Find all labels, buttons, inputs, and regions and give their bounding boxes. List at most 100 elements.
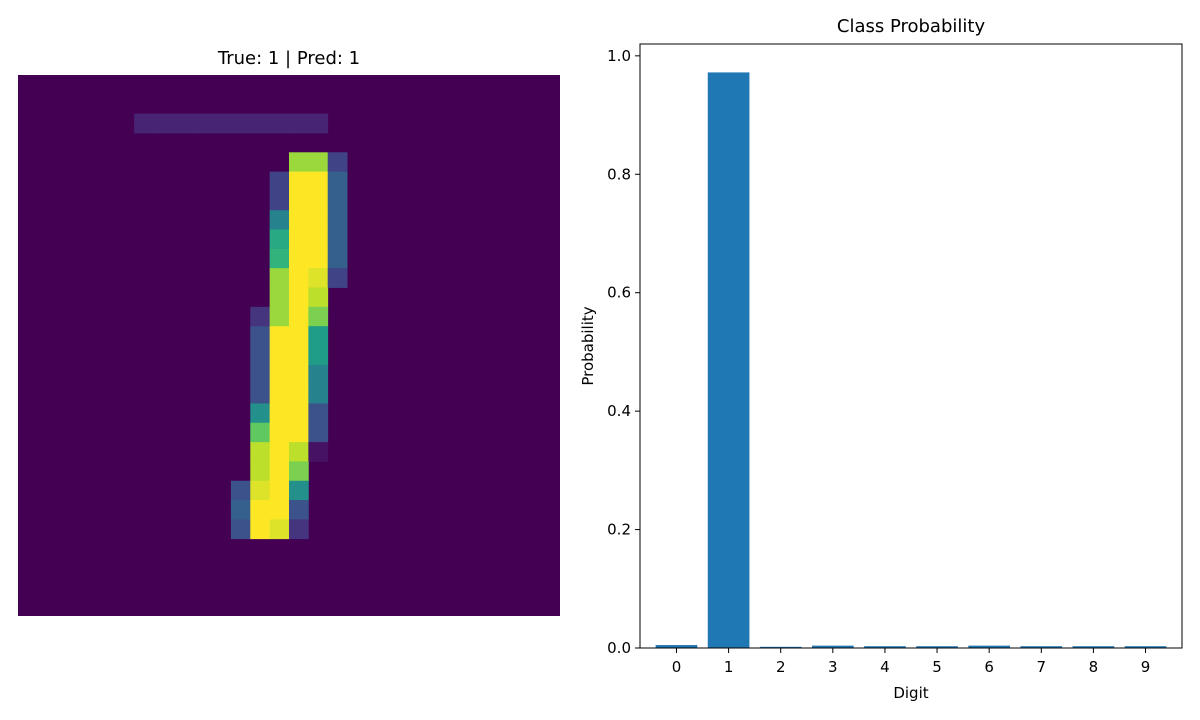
- image-pixel: [289, 461, 309, 482]
- image-pixel: [289, 190, 309, 211]
- image-pixel: [269, 268, 290, 288]
- image-pixel: [250, 500, 271, 520]
- y-tick-label: 0.6: [607, 284, 631, 302]
- image-pixel: [172, 113, 193, 134]
- image-pixel: [269, 287, 290, 308]
- image-pixel: [289, 171, 309, 192]
- image-pixel: [289, 480, 309, 501]
- bar-digit-8: [1072, 646, 1115, 648]
- image-pixel: [289, 229, 309, 250]
- image-pixel: [134, 113, 154, 134]
- image-pixel: [250, 461, 271, 482]
- image-pixel: [269, 190, 290, 211]
- image-pixel: [289, 113, 309, 134]
- y-tick-label: 0.2: [607, 521, 631, 539]
- image-pixel: [308, 326, 329, 346]
- image-pixel: [269, 442, 290, 462]
- image-pixel: [230, 113, 251, 134]
- image-pixel: [269, 210, 290, 230]
- image-pixel: [308, 152, 329, 173]
- image-pixel: [308, 229, 329, 250]
- image-pixel: [250, 364, 271, 385]
- image-pixel: [250, 519, 271, 540]
- image-pixel: [269, 326, 290, 346]
- image-pixel: [289, 306, 309, 327]
- image-pixel: [308, 384, 329, 404]
- image-pixel: [289, 500, 309, 520]
- image-pixel: [289, 384, 309, 404]
- image-pixel: [308, 306, 329, 327]
- image-pixel: [269, 422, 290, 443]
- y-tick-label: 1.0: [607, 47, 631, 65]
- x-tick-label: 5: [932, 658, 942, 676]
- bar-digit-1: [707, 72, 750, 649]
- image-pixel: [327, 171, 348, 192]
- x-tick-label: 1: [724, 658, 734, 676]
- bars-group: [655, 72, 1167, 649]
- image-pixel: [269, 345, 290, 366]
- image-pixel: [269, 519, 290, 540]
- image-pixel: [230, 500, 251, 520]
- y-axis: 0.0 0.2 0.4 0.6 0.8 1.0: [607, 47, 640, 657]
- image-pixel: [289, 442, 309, 462]
- image-pixel: [192, 113, 212, 134]
- image-pixel: [308, 345, 329, 366]
- x-tick-label: 4: [880, 658, 890, 676]
- bar-digit-6: [968, 645, 1011, 648]
- x-tick-label: 0: [672, 658, 682, 676]
- y-tick-label: 0.4: [607, 402, 631, 420]
- bar-digit-0: [655, 645, 698, 648]
- image-pixel: [250, 403, 271, 424]
- x-tick-label: 7: [1037, 658, 1047, 676]
- image-pixel: [327, 210, 348, 230]
- image-pixel: [308, 171, 329, 192]
- x-tick-label: 3: [828, 658, 838, 676]
- image-pixel: [327, 268, 348, 288]
- image-pixel: [269, 171, 290, 192]
- image-pixel: [289, 287, 309, 308]
- x-axis-label: Digit: [893, 684, 928, 702]
- image-title: True: 1 | Pred: 1: [217, 48, 360, 69]
- image-pixel: [269, 500, 290, 520]
- image-pixel: [250, 480, 271, 501]
- bar-digit-2: [759, 646, 802, 648]
- image-pixel: [308, 422, 329, 443]
- x-tick-label: 8: [1089, 658, 1099, 676]
- image-pixel: [250, 442, 271, 462]
- image-pixel: [308, 210, 329, 230]
- image-pixel: [308, 364, 329, 385]
- image-pixel: [308, 442, 329, 462]
- y-tick-label: 0.0: [607, 639, 631, 657]
- image-pixel: [153, 113, 174, 134]
- image-pixel: [269, 113, 290, 134]
- image-pixel: [327, 229, 348, 250]
- image-pixel: [289, 403, 309, 424]
- image-pixel: [230, 480, 251, 501]
- image-pixel: [289, 248, 309, 269]
- image-pixel: [327, 152, 348, 173]
- image-pixel: [289, 519, 309, 540]
- image-pixel: [269, 229, 290, 250]
- bar-digit-5: [916, 646, 958, 648]
- image-pixel: [250, 384, 271, 404]
- bar-digit-4: [864, 646, 906, 648]
- x-tick-label: 6: [984, 658, 994, 676]
- image-pixel: [308, 268, 329, 288]
- image-pixel: [269, 306, 290, 327]
- image-pixel: [250, 326, 271, 346]
- x-tick-label: 2: [776, 658, 786, 676]
- image-pixel: [327, 248, 348, 269]
- image-pixel: [289, 345, 309, 366]
- plot-frame: [639, 43, 1183, 649]
- image-pixel: [269, 480, 290, 501]
- x-axis: 0 1 2 3 4 5 6 7 8 9: [672, 648, 1150, 676]
- image-pixel: [211, 113, 232, 134]
- chart-title: Class Probability: [837, 16, 986, 37]
- image-pixel: [327, 190, 348, 211]
- image-pixel: [269, 364, 290, 385]
- bar-digit-7: [1020, 646, 1063, 648]
- image-pixel: [308, 287, 329, 308]
- image-pixel: [289, 326, 309, 346]
- image-pixel: [250, 422, 271, 443]
- image-pixel: [269, 403, 290, 424]
